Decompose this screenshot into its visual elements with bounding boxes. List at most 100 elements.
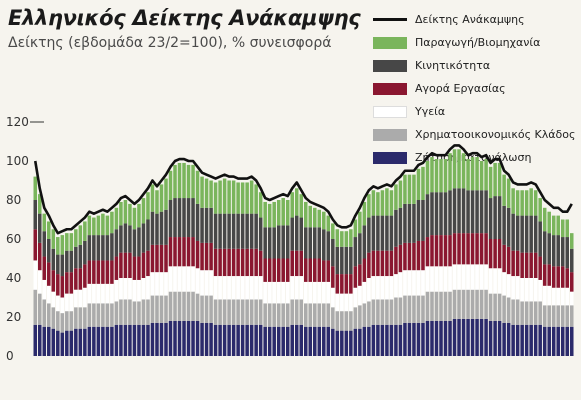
bar-segment-4-week-1: [33, 229, 38, 261]
bar-segment-6-week-6: [56, 237, 60, 255]
bar-segment-3-week-111: [529, 278, 533, 302]
bar-segment-4-week-55: [276, 258, 281, 282]
bar-segment-1-week-61: [304, 326, 308, 356]
bar-segment-3-week-95: [457, 264, 461, 290]
bar-segment-1-week-48: [245, 324, 249, 356]
legend-swatch-mobility: [373, 59, 407, 72]
bar-segment-1-week-76: [371, 324, 376, 356]
bar-segment-5-week-52: [263, 227, 267, 259]
bar-segment-2-week-112: [533, 301, 538, 325]
bar-segment-4-week-64: [317, 258, 322, 282]
bar-segment-6-week-111: [529, 188, 533, 216]
bar-segment-2-week-69: [340, 311, 344, 331]
bar-segment-2-week-26: [146, 299, 150, 325]
bar-segment-5-week-55: [276, 225, 281, 259]
bar-segment-6-week-53: [267, 203, 272, 228]
bar-segment-3-week-51: [258, 276, 263, 300]
bar-segment-1-week-3: [42, 326, 47, 356]
bar-segment-3-week-49: [249, 276, 254, 300]
bar-segment-5-week-59: [294, 215, 299, 251]
bar-segment-1-week-2: [38, 324, 42, 356]
bar-segment-4-week-2: [38, 242, 42, 271]
bar-segment-1-week-62: [308, 326, 313, 356]
bar-segment-1-week-72: [353, 328, 358, 356]
bar-segment-5-week-73: [358, 233, 362, 265]
bar-segment-3-week-34: [182, 266, 186, 292]
bar-segment-3-week-76: [371, 276, 376, 300]
bar-segment-4-week-62: [308, 258, 313, 282]
bar-segment-1-week-57: [285, 326, 290, 356]
bar-segment-4-week-13: [87, 260, 92, 284]
bar-segment-3-week-78: [380, 276, 385, 300]
bar-segment-2-week-57: [285, 303, 290, 327]
legend-label-labour: Αγορά Εργασίας: [415, 82, 506, 95]
bar-segment-3-week-10: [74, 289, 78, 308]
bar-segment-1-week-93: [448, 320, 452, 356]
bar-segment-3-week-110: [524, 278, 529, 302]
bar-segment-6-week-69: [340, 231, 344, 247]
bar-segment-5-week-118: [560, 237, 565, 267]
bar-segment-1-week-104: [497, 320, 502, 356]
bar-segment-5-week-9: [69, 250, 74, 273]
bar-segment-4-week-98: [470, 233, 475, 265]
bar-segment-3-week-30: [164, 272, 168, 296]
bar-segment-3-week-117: [556, 287, 560, 306]
bar-segment-4-week-92: [443, 235, 448, 267]
bar-segment-6-week-26: [146, 192, 150, 220]
bar-segment-3-week-5: [51, 291, 56, 308]
bar-segment-4-week-5: [51, 270, 56, 292]
bar-segment-5-week-84: [407, 203, 412, 243]
bar-segment-4-week-9: [69, 272, 74, 294]
bar-segment-6-week-33: [177, 162, 182, 199]
bar-segment-5-week-71: [349, 246, 353, 275]
bar-segment-3-week-18: [110, 283, 114, 304]
bar-segment-6-week-94: [452, 149, 457, 189]
bar-segment-2-week-81: [394, 297, 398, 325]
bar-segment-2-week-114: [542, 305, 547, 327]
index-line-group: [33, 144, 573, 235]
bar-segment-1-week-21: [123, 324, 128, 356]
bar-segment-3-week-7: [60, 297, 65, 314]
bar-segment-3-week-37: [195, 268, 200, 294]
bar-segment-3-week-120: [569, 291, 574, 306]
bar-segment-6-week-93: [448, 153, 452, 191]
bar-segment-6-week-18: [110, 211, 114, 234]
bar-segment-3-week-97: [466, 264, 470, 290]
bar-segment-2-week-87: [421, 295, 425, 323]
bar-segment-3-week-82: [398, 272, 403, 298]
bar-segment-3-week-114: [542, 285, 547, 306]
bar-segment-2-week-92: [443, 291, 448, 321]
bar-segment-6-week-62: [308, 205, 313, 228]
bar-segment-5-week-58: [290, 217, 294, 251]
bar-segment-5-week-45: [231, 213, 236, 249]
bar-segment-6-week-24: [137, 203, 141, 228]
bar-segment-3-week-40: [209, 270, 213, 296]
bar-segment-1-week-110: [524, 324, 529, 356]
bar-segment-2-week-31: [168, 291, 173, 321]
bar-segment-6-week-38: [200, 176, 204, 208]
bar-segment-3-week-61: [304, 281, 308, 304]
bar-segment-6-week-13: [87, 215, 92, 236]
bar-segment-1-week-83: [403, 322, 407, 356]
bar-segment-6-week-23: [132, 207, 137, 230]
bar-segment-3-week-101: [484, 264, 488, 290]
bar-segment-4-week-112: [533, 252, 538, 278]
bar-segment-2-week-99: [475, 289, 479, 319]
bar-segment-4-week-116: [551, 266, 556, 288]
bar-segment-5-week-69: [340, 246, 344, 275]
bar-segment-2-week-101: [484, 289, 488, 319]
bar-segment-2-week-73: [358, 305, 362, 329]
bar-segment-2-week-46: [236, 299, 240, 325]
bar-segment-2-week-9: [69, 311, 74, 331]
bar-segment-2-week-49: [249, 299, 254, 325]
bar-segment-4-week-39: [204, 242, 209, 271]
bar-segment-5-week-101: [484, 190, 488, 234]
bar-segment-6-week-27: [150, 184, 155, 212]
bar-segment-5-week-87: [421, 200, 425, 241]
bar-segment-1-week-36: [191, 320, 195, 356]
bar-segment-6-week-75: [367, 194, 371, 218]
bar-segment-3-week-53: [267, 281, 272, 304]
bar-segment-5-week-8: [65, 250, 69, 273]
bar-segment-1-week-97: [466, 318, 470, 356]
bar-segment-2-week-53: [267, 303, 272, 327]
